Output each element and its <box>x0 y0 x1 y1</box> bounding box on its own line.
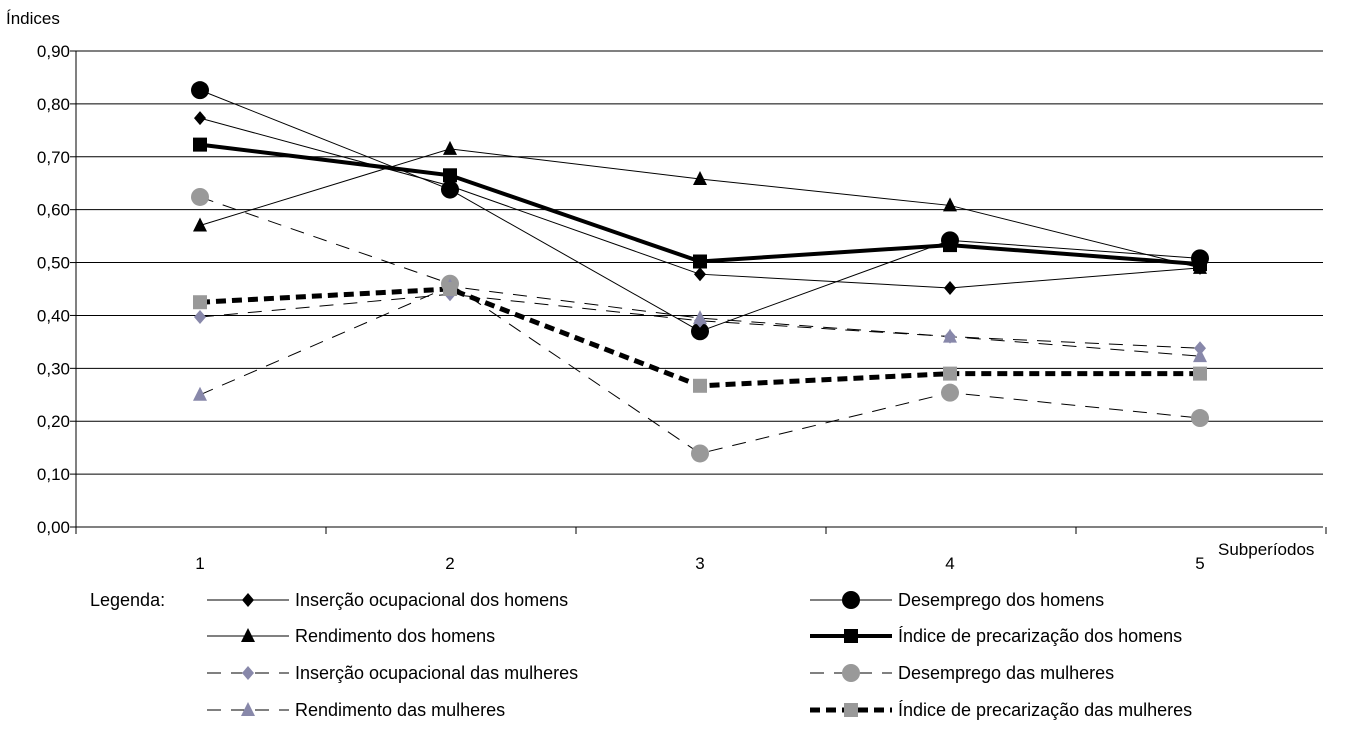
data-point-s1-3 <box>694 267 706 282</box>
series-line-4 <box>199 142 1201 267</box>
legend-marker-6 <box>842 664 860 682</box>
data-point-s4-5 <box>1193 257 1207 272</box>
data-point-s8-5 <box>1193 366 1207 381</box>
data-point-s3-1 <box>193 217 207 232</box>
axes: 0,00 0,10 0,20 0,30 0,40 0,50 0,60 0,70 0,80 0,90… <box>37 42 1327 573</box>
data-point-s1-1 <box>194 111 206 126</box>
legend-marker-1 <box>242 593 254 607</box>
x-tick-label: 2 <box>445 554 454 573</box>
series-line-7 <box>199 285 1201 396</box>
data-point-s7-4 <box>943 328 957 343</box>
data-point-s4-1 <box>193 137 207 152</box>
y-tick-label: 0,00 <box>37 518 70 537</box>
data-point-s3-4 <box>943 197 957 212</box>
legend-label-5: Inserção ocupacional das mulheres <box>295 663 578 683</box>
data-point-s3-2 <box>443 140 457 155</box>
legend: Inserção ocupacional dos homens Desempreg… <box>207 590 1192 720</box>
legend-marker-2 <box>842 591 860 609</box>
series-line-6 <box>199 196 1201 455</box>
legend-title: Legenda: <box>90 590 165 610</box>
y-tick-label: 0,60 <box>37 201 70 220</box>
legend-label-4: Índice de precarização dos homens <box>898 626 1182 646</box>
series-line-3 <box>199 148 1201 269</box>
data-point-s1-4 <box>944 280 956 295</box>
x-tick-label: 4 <box>945 554 954 573</box>
legend-marker-3 <box>241 628 255 642</box>
x-tick-label: 3 <box>695 554 704 573</box>
legend-marker-7 <box>241 702 255 716</box>
data-point-s6-1 <box>191 187 209 206</box>
x-axis-title: Subperíodos <box>1218 540 1314 559</box>
data-point-s4-2 <box>443 168 457 183</box>
x-tick-label: 1 <box>195 554 204 573</box>
data-point-s8-1 <box>193 295 207 310</box>
legend-label-8: Índice de precarização das mulheres <box>898 700 1192 720</box>
y-tick-label: 0,90 <box>37 42 70 61</box>
y-tick-label: 0,50 <box>37 254 70 273</box>
y-tick-label: 0,30 <box>37 359 70 378</box>
y-axis-title: Índices <box>6 9 60 28</box>
data-point-s2-3 <box>691 322 709 341</box>
data-point-s2-1 <box>191 81 209 100</box>
legend-label-7: Rendimento das mulheres <box>295 700 505 720</box>
data-point-s8-2 <box>443 282 457 296</box>
x-tick-label: 5 <box>1195 554 1204 573</box>
data-point-s8-3 <box>693 378 707 393</box>
data-point-s5-1 <box>194 310 206 325</box>
legend-marker-4 <box>844 629 858 643</box>
data-point-s2-2 <box>441 180 459 199</box>
legend-label-6: Desemprego das mulheres <box>898 663 1114 683</box>
legend-label-2: Desemprego dos homens <box>898 590 1104 610</box>
y-tick-label: 0,10 <box>37 465 70 484</box>
data-point-s8-4 <box>943 366 957 381</box>
data-point-s7-5 <box>1193 348 1207 363</box>
data-point-s4-4 <box>943 238 957 253</box>
legend-label-3: Rendimento dos homens <box>295 626 495 646</box>
data-point-s6-5 <box>1191 409 1209 428</box>
legend-label-1: Inserção ocupacional dos homens <box>295 590 568 610</box>
legend-marker-8 <box>844 703 858 717</box>
data-point-s6-3 <box>691 444 709 463</box>
data-point-s3-3 <box>693 170 707 185</box>
y-tick-label: 0,20 <box>37 412 70 431</box>
data-point-s7-1 <box>193 386 207 401</box>
legend-marker-5 <box>242 666 254 680</box>
y-tick-label: 0,80 <box>37 95 70 114</box>
y-tick-label: 0,70 <box>37 148 70 167</box>
data-point-s4-3 <box>693 254 707 269</box>
y-tick-label: 0,40 <box>37 306 70 325</box>
data-point-s6-4 <box>941 383 959 402</box>
data-point-s7-3 <box>693 310 707 325</box>
series-markers <box>191 81 1209 463</box>
